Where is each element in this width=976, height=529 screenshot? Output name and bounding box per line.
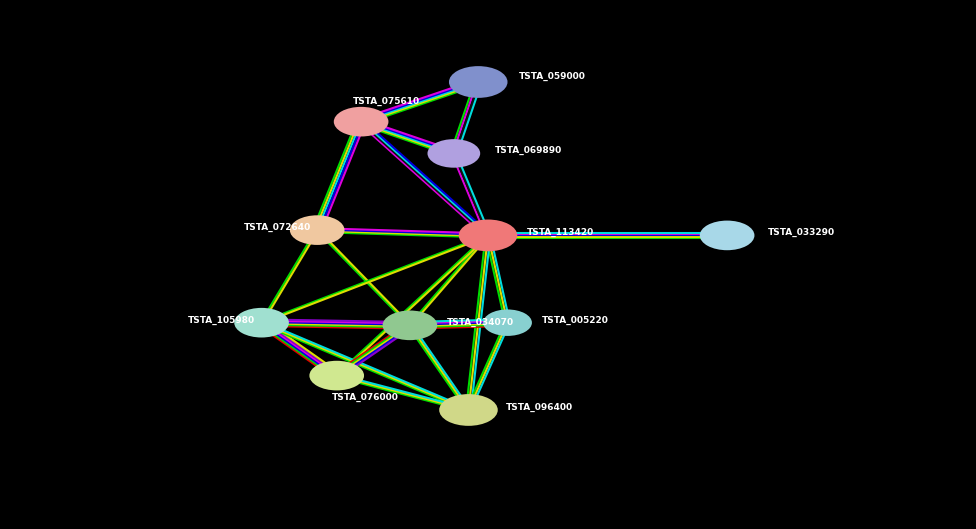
Circle shape (309, 361, 364, 390)
Text: TSTA_005220: TSTA_005220 (542, 315, 609, 325)
Text: TSTA_113420: TSTA_113420 (527, 228, 594, 238)
Circle shape (459, 220, 517, 251)
Text: TSTA_033290: TSTA_033290 (768, 228, 835, 238)
Circle shape (439, 394, 498, 426)
Circle shape (483, 309, 532, 336)
Text: TSTA_069890: TSTA_069890 (495, 146, 562, 156)
Circle shape (383, 311, 437, 340)
Circle shape (334, 107, 388, 136)
Text: TSTA_105980: TSTA_105980 (188, 315, 256, 325)
Text: TSTA_034070: TSTA_034070 (447, 318, 514, 327)
Text: TSTA_075610: TSTA_075610 (353, 97, 421, 106)
Circle shape (700, 221, 754, 250)
Text: TSTA_072640: TSTA_072640 (244, 223, 311, 232)
Text: TSTA_076000: TSTA_076000 (332, 393, 399, 403)
Text: TSTA_059000: TSTA_059000 (519, 72, 587, 81)
Circle shape (449, 66, 508, 98)
Text: TSTA_096400: TSTA_096400 (506, 403, 573, 412)
Circle shape (234, 308, 289, 338)
Circle shape (290, 215, 345, 245)
Circle shape (427, 139, 480, 168)
